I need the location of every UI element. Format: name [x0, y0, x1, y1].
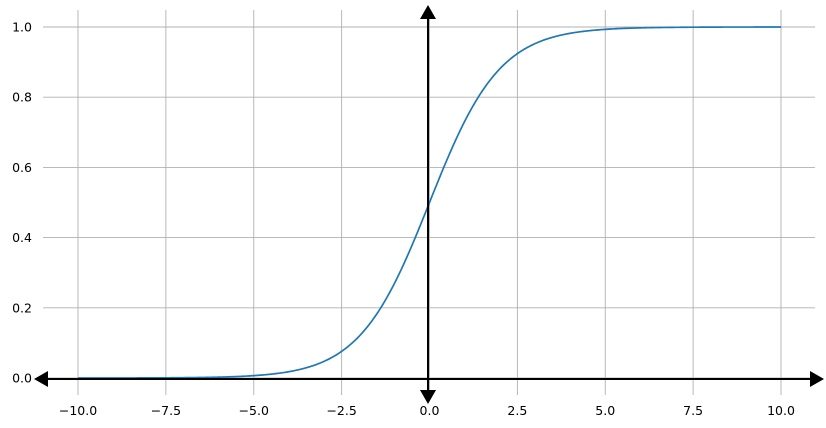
- arrow-left-icon: [34, 371, 48, 387]
- x-tick-label: −5.0: [239, 403, 269, 418]
- x-tick-label: 2.5: [507, 403, 527, 418]
- x-tick-label: −7.5: [151, 403, 181, 418]
- x-tick-label: 0.0: [420, 403, 440, 418]
- x-tick-label: 5.0: [595, 403, 615, 418]
- series: [78, 26, 781, 379]
- x-tick-label: 7.5: [683, 403, 703, 418]
- y-tick-label: 0.8: [12, 90, 32, 105]
- y-axis-ticks: 0.0 0.2 0.4 0.6 0.8 1.0: [12, 20, 32, 386]
- x-tick-label: 10.0: [767, 403, 795, 418]
- x-axis-ticks: −10.0 −7.5 −5.0 −2.5 0.0 2.5 5.0 7.5 10.0: [59, 403, 795, 418]
- sigmoid-line: [78, 26, 781, 379]
- y-tick-label: 0.4: [12, 230, 32, 245]
- x-tick-label: −10.0: [59, 403, 97, 418]
- x-tick-label: −2.5: [326, 403, 356, 418]
- y-tick-label: 1.0: [12, 20, 32, 35]
- y-tick-label: 0.2: [12, 300, 32, 315]
- arrow-down-icon: [420, 390, 436, 404]
- y-tick-label: 0.0: [12, 371, 32, 386]
- y-tick-label: 0.6: [12, 160, 32, 175]
- arrow-right-icon: [810, 371, 824, 387]
- arrow-up-icon: [420, 5, 436, 19]
- axis-arrows: [34, 5, 824, 404]
